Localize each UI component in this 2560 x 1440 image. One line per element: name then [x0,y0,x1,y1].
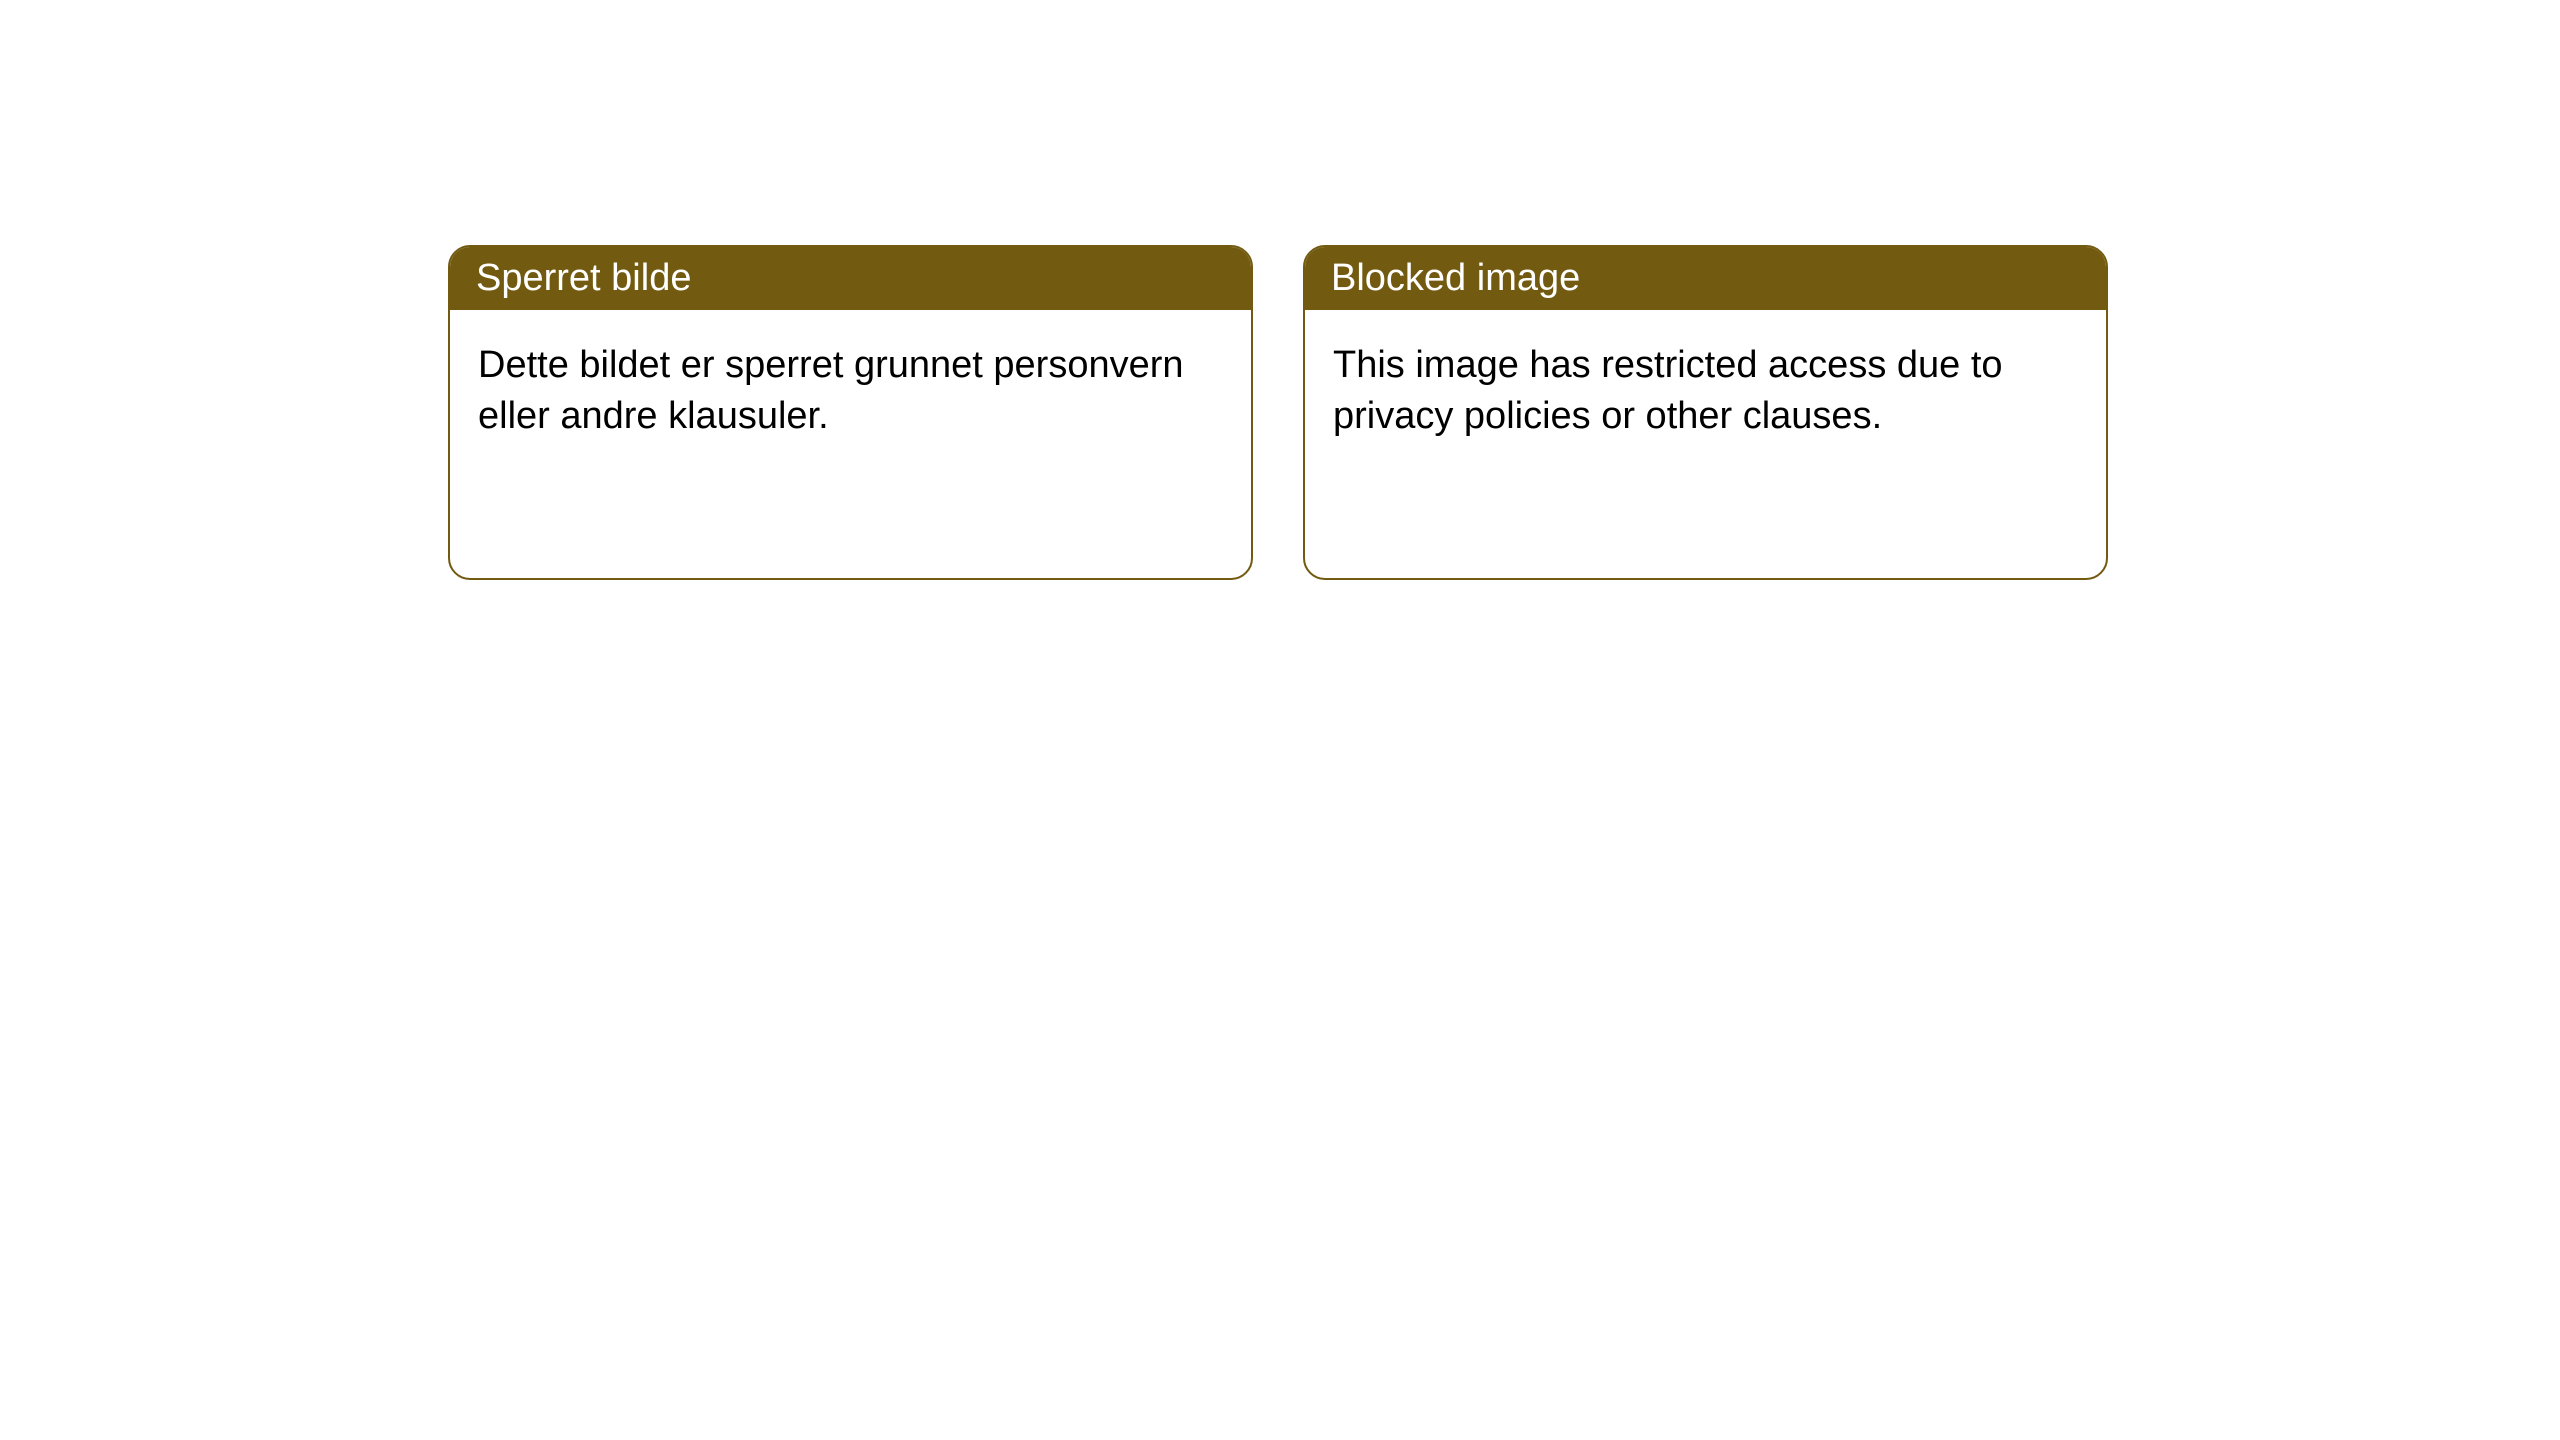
card-header-norwegian: Sperret bilde [450,247,1251,310]
card-title-english: Blocked image [1331,257,1580,299]
blocked-image-card-norwegian: Sperret bilde Dette bildet er sperret gr… [448,245,1253,580]
blocked-image-card-english: Blocked image This image has restricted … [1303,245,2108,580]
cards-container: Sperret bilde Dette bildet er sperret gr… [0,0,2560,580]
card-message-norwegian: Dette bildet er sperret grunnet personve… [478,344,1184,437]
card-body-norwegian: Dette bildet er sperret grunnet personve… [450,310,1251,473]
card-body-english: This image has restricted access due to … [1305,310,2106,473]
card-title-norwegian: Sperret bilde [476,257,691,299]
card-message-english: This image has restricted access due to … [1333,344,2003,437]
card-header-english: Blocked image [1305,247,2106,310]
